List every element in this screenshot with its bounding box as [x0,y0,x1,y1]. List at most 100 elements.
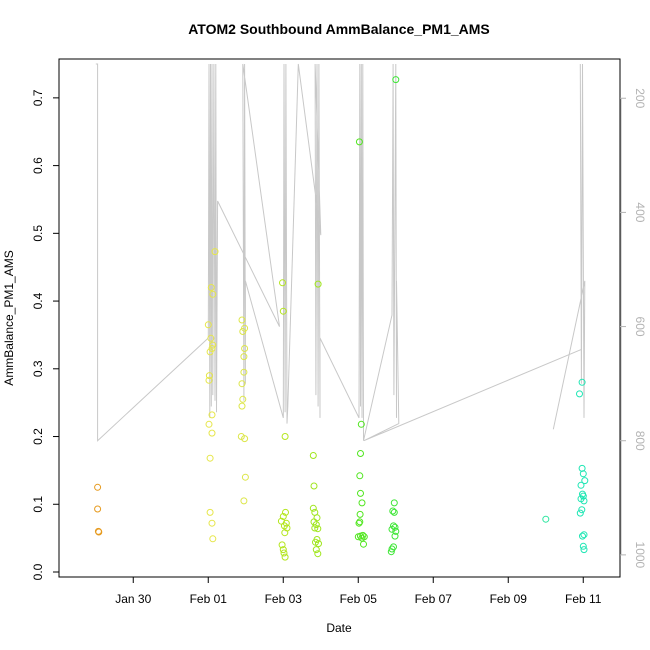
data-point [579,542,587,550]
data-point [211,248,219,256]
data-point [577,481,585,489]
y-tick-label: 0.0 [31,563,45,580]
data-point [315,540,322,548]
data-point [578,378,586,386]
data-point [355,519,363,527]
x-tick-label: Feb 03 [265,592,303,606]
data-point [278,541,286,549]
data-point [238,316,246,324]
data-point [314,280,322,288]
data-point [311,524,319,532]
right-axis: 200 400 600 800 1000 [620,88,647,569]
data-point [206,508,214,516]
data-point [357,420,365,428]
data-point [579,532,586,540]
y-tick-label: 0.5 [31,225,45,242]
y-axis-label: AmmBalance_PM1_AMS [2,250,16,385]
data-point [280,549,288,557]
x-tick-label: Feb 11 [565,592,602,606]
x-axis-label: Date [326,621,352,635]
data-point [314,550,322,558]
data-point [580,546,588,554]
data-point [312,521,320,529]
data-point [355,138,363,146]
data-point [206,348,214,356]
data-point [282,508,289,516]
data-point [312,546,320,554]
data-point [388,525,396,533]
right-tick-label: 1000 [633,542,647,569]
data-point [94,505,102,513]
data-point [281,433,289,440]
data-point [392,76,400,84]
line-series [95,63,586,442]
right-tick-label: 800 [633,431,647,451]
data-point [241,345,249,352]
y-tick-label: 0.6 [31,157,45,174]
data-point [205,420,213,428]
data-point [309,504,317,512]
y-axis: 0.0 0.1 0.2 0.3 0.4 0.5 0.6 0.7 [31,89,59,580]
data-point [239,395,247,403]
data-point [356,472,364,480]
data-point [279,307,287,315]
data-point [281,529,289,537]
data-point [207,334,215,342]
data-point [360,540,367,548]
plot-frame [58,58,621,578]
chart-title: ATOM2 Southbound AmmBalance_PM1_AMS [188,21,490,37]
data-point [204,321,212,329]
y-tick-label: 0.7 [31,89,45,106]
y-tick-label: 0.3 [31,360,45,377]
data-point [279,513,287,520]
x-tick-label: Feb 07 [415,592,453,606]
data-point [314,525,322,533]
data-point [358,499,366,507]
y-tick-label: 0.4 [31,292,45,309]
x-tick-label: Feb 01 [190,592,228,606]
data-point [205,376,213,384]
x-axis: Jan 30 Feb 01 Feb 03 Feb 05 Feb 07 Feb 09 Feb … [115,577,602,606]
data-point [279,279,286,287]
data-point [578,506,586,514]
data-point [94,483,102,491]
data-point [208,429,216,437]
data-point [392,527,400,535]
data-point [313,514,321,522]
data-point [576,390,583,398]
x-tick-label: Jan 30 [115,592,151,606]
data-point [356,510,364,518]
data-point [207,284,215,291]
data-point [576,509,584,517]
data-point [209,290,217,298]
data-point [387,548,395,556]
right-tick-label: 400 [633,202,647,222]
data-point [279,546,287,554]
data-point [95,528,103,536]
data-point [238,380,246,388]
data-point [205,372,213,380]
data-point [208,411,216,419]
data-point [388,545,396,553]
data-point [390,499,398,507]
right-tick-label: 200 [633,88,647,108]
data-point [240,497,248,505]
data-point [209,535,217,543]
data-point [208,345,216,352]
data-point [241,473,249,481]
data-point [309,452,317,459]
data-point [241,324,249,332]
data-point [239,328,247,335]
data-point [391,532,399,540]
y-tick-label: 0.1 [31,496,45,513]
x-tick-label: Feb 09 [490,592,528,606]
data-point [581,477,589,485]
data-point [240,353,248,361]
data-point [389,507,397,515]
data-point [310,482,318,490]
data-point [281,553,289,561]
data-point [580,497,588,505]
data-point [240,368,248,376]
x-tick-label: Feb 05 [340,592,378,606]
